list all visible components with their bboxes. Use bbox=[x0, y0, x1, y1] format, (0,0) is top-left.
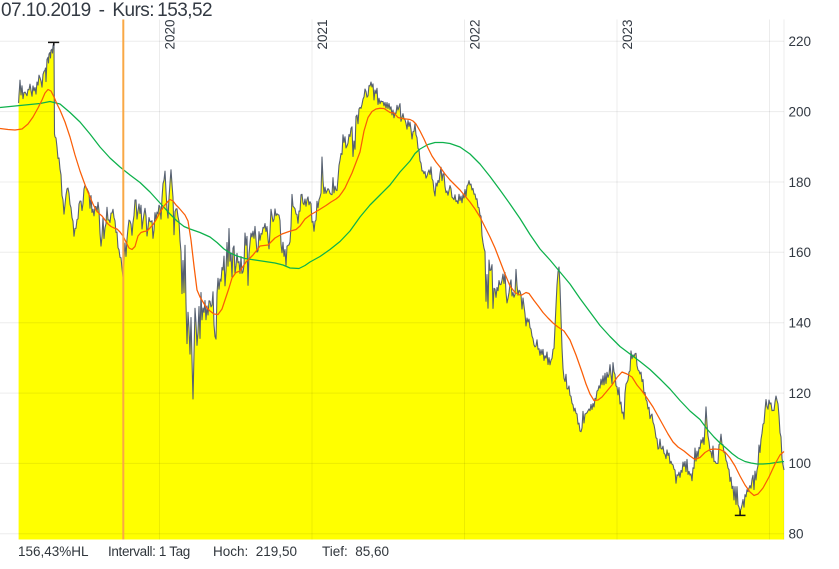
svg-text:220: 220 bbox=[789, 34, 812, 49]
svg-text:100: 100 bbox=[789, 456, 812, 471]
svg-text:80: 80 bbox=[789, 527, 804, 542]
svg-text:140: 140 bbox=[789, 316, 812, 331]
svg-text:2022: 2022 bbox=[468, 19, 483, 49]
svg-text:200: 200 bbox=[789, 104, 812, 119]
svg-text:2021: 2021 bbox=[315, 19, 330, 49]
svg-text:2023: 2023 bbox=[620, 19, 635, 49]
svg-text:180: 180 bbox=[789, 175, 812, 190]
svg-text:160: 160 bbox=[789, 245, 812, 260]
svg-text:2020: 2020 bbox=[163, 19, 178, 49]
svg-text:120: 120 bbox=[789, 386, 812, 401]
